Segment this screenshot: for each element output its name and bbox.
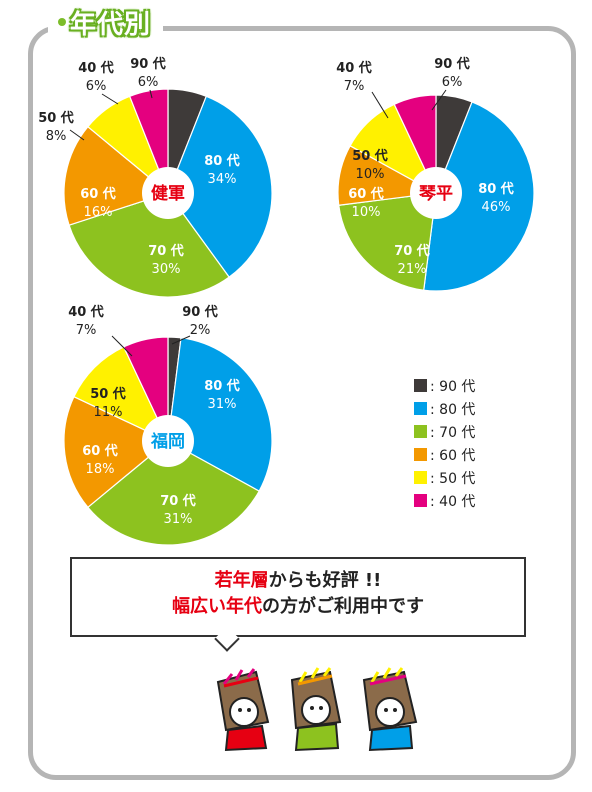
slice-percent-label: 18% — [86, 462, 115, 477]
pie-slice — [68, 192, 230, 298]
legend-label: : 90 代 — [430, 378, 476, 395]
legend-item: : 40 代 — [414, 489, 475, 512]
slice-age-label: 70 代 — [148, 243, 184, 259]
slice-age-label: 50 代 — [38, 110, 74, 126]
pie-center-hole — [142, 415, 194, 467]
speech-bubble — [70, 557, 526, 637]
slice-percent-label: 31% — [164, 512, 193, 527]
message-text-2: の方がご利用中です — [262, 596, 424, 617]
slice-percent-label: 30% — [152, 262, 181, 277]
slice-age-label: 60 代 — [80, 186, 116, 202]
leader-line — [371, 91, 389, 119]
section-title: 年代別 — [70, 9, 152, 40]
pie-slice — [63, 395, 170, 509]
legend: : 90 代 : 80 代 : 70 代 : 60 代 : 50 代 : 40 代 — [414, 374, 475, 512]
legend-swatch — [414, 448, 427, 461]
slice-percent-label: 8% — [46, 129, 67, 144]
leader-line — [149, 89, 153, 99]
message-text: 若年層からも好評 !! 幅広い年代の方がご利用中です — [70, 568, 526, 620]
slice-age-label: 90 代 — [130, 56, 166, 72]
slice-percent-label: 10% — [356, 167, 385, 182]
slice-percent-label: 10% — [352, 205, 381, 220]
legend-label: : 40 代 — [430, 493, 476, 510]
legend-item: : 60 代 — [414, 443, 475, 466]
legend-item: : 80 代 — [414, 397, 475, 420]
mascot-characters-illustration — [216, 667, 418, 752]
leader-line — [69, 129, 85, 141]
pie-center-label: 琴平 — [419, 184, 453, 204]
leader-line — [111, 335, 133, 357]
slice-percent-label: 46% — [482, 200, 511, 215]
pie-slice — [423, 101, 535, 292]
pie-slice — [87, 440, 260, 546]
slice-age-label: 70 代 — [394, 243, 430, 259]
slice-percent-label: 34% — [208, 172, 237, 187]
pie-slice — [167, 337, 273, 492]
pie-chart-2: 琴平 90 代 6% 80 代 46% 70 代 21% 60 代 10% 50 代 10% 40 代… — [336, 56, 535, 292]
slice-percent-label: 6% — [442, 75, 463, 90]
legend-label: : 80 代 — [430, 401, 476, 418]
slice-percent-label: 2% — [190, 323, 211, 338]
legend-label: : 70 代 — [430, 424, 476, 441]
leader-line — [431, 89, 447, 111]
pie-slice — [167, 95, 273, 278]
slice-age-label: 50 代 — [90, 386, 126, 402]
mascot-3 — [362, 667, 418, 752]
slice-percent-label: 7% — [344, 79, 365, 94]
slice-age-label: 60 代 — [348, 186, 384, 202]
pie-slice — [122, 336, 169, 442]
section-title-tab: 年代別 — [48, 4, 164, 40]
pie-chart-1: 健軍 90 代 6% 80 代 34% 70 代 30% 60 代 16% 50 代 8% 40 代 6… — [38, 56, 273, 298]
pie-slice — [128, 88, 169, 194]
legend-item: : 70 代 — [414, 420, 475, 443]
slice-percent-label: 7% — [76, 323, 97, 338]
slice-age-label: 40 代 — [78, 60, 114, 76]
slice-age-label: 80 代 — [204, 153, 240, 169]
slice-age-label: 40 代 — [68, 304, 104, 320]
legend-swatch — [414, 471, 427, 484]
slice-percent-label: 11% — [94, 405, 123, 420]
slice-percent-label: 6% — [138, 75, 159, 90]
mascot-2 — [290, 667, 342, 752]
legend-swatch — [414, 379, 427, 392]
legend-label: : 60 代 — [430, 447, 476, 464]
pie-center-hole — [410, 167, 462, 219]
pie-slice — [393, 94, 437, 194]
mascot-1 — [216, 668, 270, 752]
legend-label: : 50 代 — [430, 470, 476, 487]
pie-slice — [338, 192, 437, 291]
slice-age-label: 50 代 — [352, 148, 388, 164]
leader-line — [171, 335, 191, 345]
slice-age-label: 90 代 — [434, 56, 470, 72]
pie-chart-3: 福岡 90 代 2% 80 代 31% 70 代 31% 60 代 18% 50 代 11% 40 代… — [63, 304, 273, 546]
slice-age-label: 80 代 — [204, 378, 240, 394]
pie-slice — [63, 125, 170, 226]
legend-swatch — [414, 494, 427, 507]
pie-center-label: 福岡 — [150, 431, 185, 452]
message-text-1: からも好評 !! — [268, 570, 382, 591]
slice-age-label: 60 代 — [82, 443, 118, 459]
slice-age-label: 70 代 — [160, 493, 196, 509]
slice-percent-label: 31% — [208, 397, 237, 412]
message-highlight-1: 若年層 — [214, 570, 269, 591]
slice-percent-label: 6% — [86, 79, 107, 94]
pie-slice — [73, 346, 170, 443]
legend-swatch — [414, 402, 427, 415]
slice-age-label: 40 代 — [336, 60, 372, 76]
pie-center-label: 健軍 — [151, 183, 185, 204]
slice-percent-label: 21% — [398, 262, 427, 277]
pie-center-hole — [142, 167, 194, 219]
legend-item: : 50 代 — [414, 466, 475, 489]
legend-item: : 90 代 — [414, 374, 475, 397]
slice-percent-label: 16% — [84, 205, 113, 220]
slice-age-label: 80 代 — [478, 181, 514, 197]
slice-age-label: 90 代 — [182, 304, 218, 320]
legend-swatch — [414, 425, 427, 438]
leader-line — [101, 93, 119, 105]
message-highlight-2: 幅広い年代 — [172, 596, 262, 617]
bullet-dot-icon — [58, 18, 66, 26]
